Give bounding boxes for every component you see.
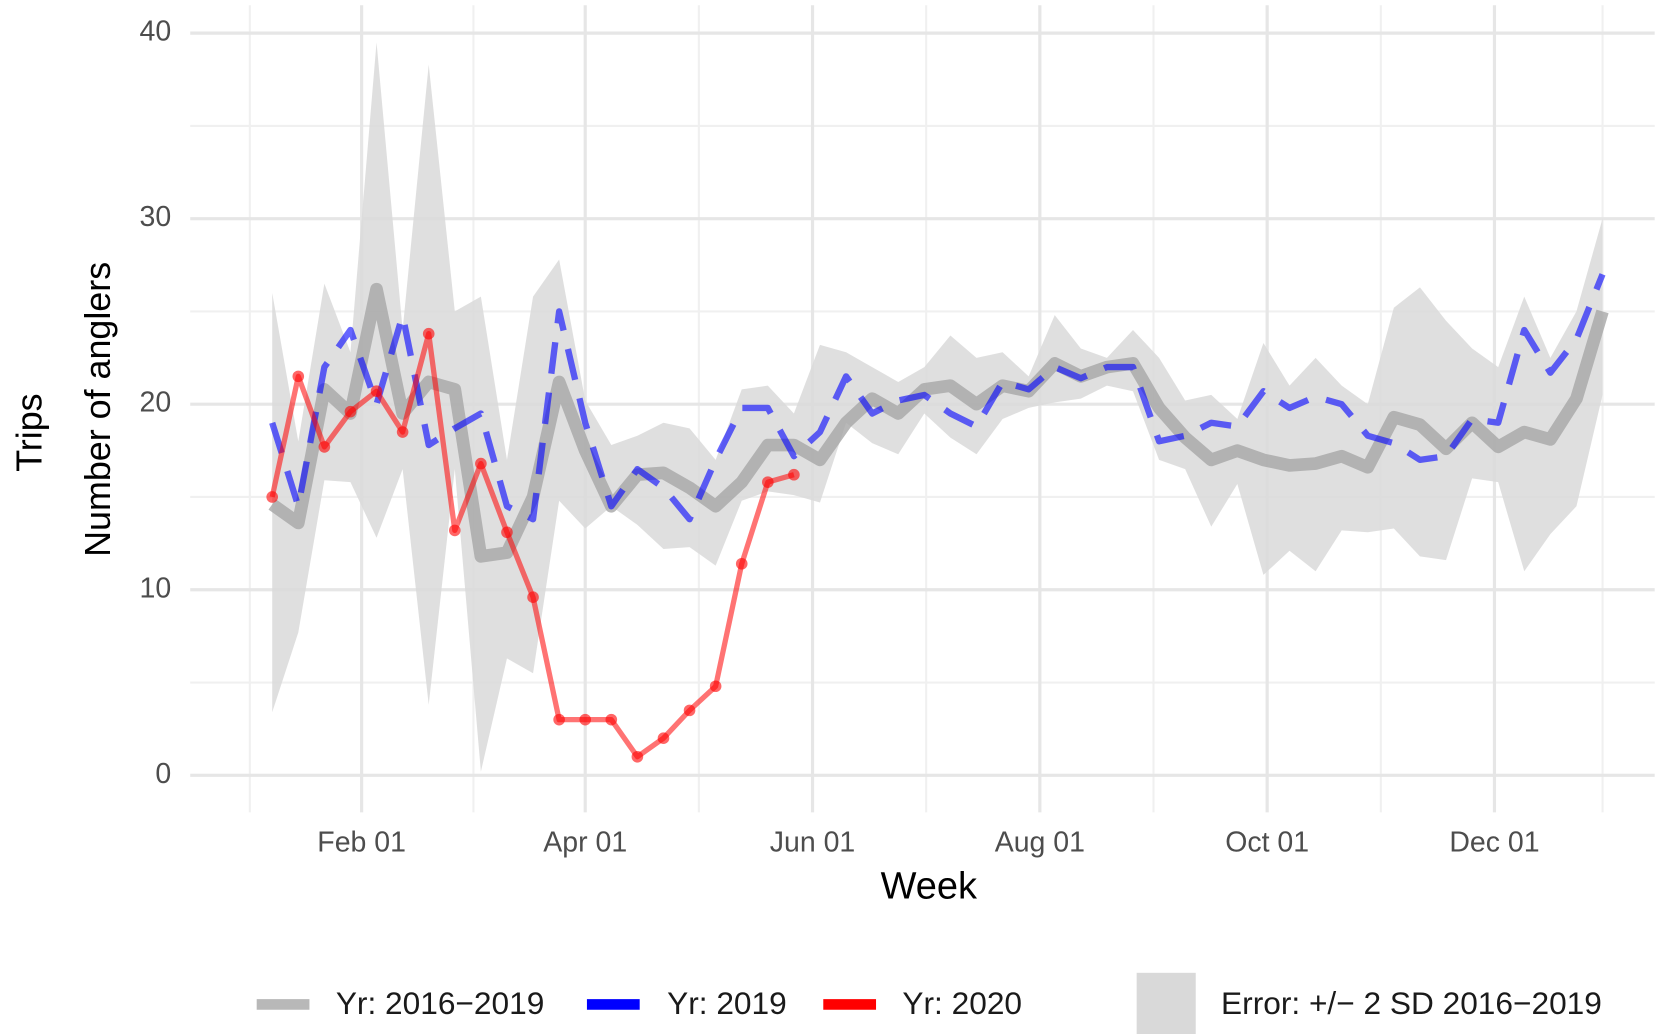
y-tick-label: 40 (140, 16, 172, 48)
series-point (788, 468, 800, 481)
series-point (344, 405, 357, 418)
series-point (422, 327, 435, 340)
x-tick-label: Apr 01 (543, 827, 627, 859)
series-point (553, 713, 565, 726)
y-tick-label: 0 (155, 758, 171, 790)
legend-label: Yr: 2020 (902, 985, 1022, 1021)
error-band (272, 42, 1603, 772)
legend-swatch (1136, 972, 1196, 1034)
series-point (762, 476, 774, 488)
series-point (605, 713, 618, 726)
x-tick-label: Jun 01 (770, 827, 855, 859)
series-point (579, 713, 592, 726)
series-point (683, 704, 696, 717)
y-axis-title-clipped: Trips (9, 393, 49, 471)
legend-label: Error: +/− 2 SD 2016−2019 (1221, 985, 1602, 1021)
x-tick-label: Aug 01 (995, 827, 1085, 859)
series-point (709, 680, 722, 693)
series-point (631, 750, 644, 763)
x-tick-label: Feb 01 (317, 827, 406, 859)
legend-label: Yr: 2016−2019 (336, 985, 544, 1021)
series-point (657, 732, 670, 745)
y-axis-title: Number of anglers (78, 262, 118, 557)
series-point (448, 524, 461, 537)
y-tick-label: 30 (140, 201, 172, 233)
y-tick-label: 20 (140, 387, 172, 419)
series-point (318, 441, 331, 453)
series-point (370, 385, 383, 398)
series-point (735, 557, 748, 570)
x-tick-label: Dec 01 (1449, 827, 1539, 859)
series-point (396, 426, 409, 438)
x-tick-label: Oct 01 (1225, 827, 1309, 859)
x-axis-title: Week (881, 865, 978, 907)
y-tick-label: 10 (140, 572, 172, 604)
series-point (266, 491, 279, 503)
legend-label: Yr: 2019 (667, 985, 787, 1021)
series-point (292, 370, 305, 383)
series-point (475, 457, 487, 470)
series-line (269, 273, 1606, 523)
series-point (527, 591, 539, 603)
series-point (501, 526, 513, 539)
